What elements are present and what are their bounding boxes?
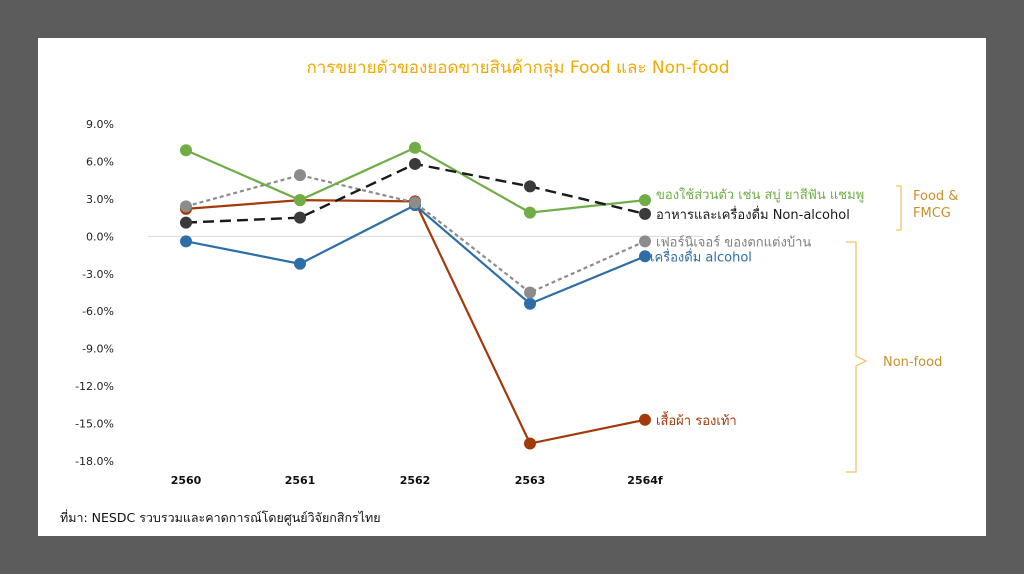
data-point [180, 216, 192, 229]
group-label-food: FMCG [913, 206, 951, 221]
series-layer [180, 141, 651, 450]
data-point [180, 144, 192, 157]
group-brackets: Food & FMCG Non-food [846, 185, 958, 473]
series-label: เฟอร์นิเจอร์ ของตกแต่งบ้าน [656, 234, 811, 250]
bracket-nonfood [846, 241, 868, 473]
y-tick-label: 0.0% [86, 230, 114, 243]
data-point [524, 437, 536, 450]
y-tick-label: -15.0% [75, 418, 114, 431]
data-point [409, 196, 421, 209]
group-label-nonfood: Non-food [883, 355, 942, 370]
data-point [639, 194, 651, 207]
data-point [524, 286, 536, 299]
group-label-food: Food & [913, 189, 958, 204]
data-point [524, 206, 536, 219]
y-tick-label: -18.0% [75, 455, 114, 468]
data-point [294, 257, 306, 270]
y-tick-label: -9.0% [82, 343, 114, 356]
data-point [294, 169, 306, 182]
chart-title: การขยายตัวของยอดขายสินค้ากลุ่ม Food และ … [306, 58, 729, 78]
data-point [639, 250, 651, 263]
line-chart: การขยายตัวของยอดขายสินค้ากลุ่ม Food และ … [60, 58, 958, 526]
y-tick-label: -6.0% [82, 305, 114, 318]
data-point [294, 211, 306, 224]
source-note: ที่มา: NESDC รวบรวมและคาดการณ์โดยศูนย์วิ… [60, 509, 381, 526]
data-point [524, 297, 536, 310]
y-tick-label: 9.0% [86, 118, 114, 131]
y-axis: 9.0% 6.0% 3.0% 0.0% -3.0% -6.0% -9.0% -12.0% -15… [75, 118, 114, 468]
x-tick-label: 2563 [515, 474, 546, 487]
y-tick-label: -3.0% [82, 268, 114, 281]
series-label: เสื้อผ้า รองเท้า [656, 411, 737, 429]
series-labels: ของใช้ส่วนตัว เช่น สบู่ ยาสีฟัน แชมพูอาห… [650, 187, 864, 429]
data-point [639, 413, 651, 426]
x-axis: 2560 2561 2562 2563 2564f [171, 474, 663, 487]
data-point [180, 235, 192, 248]
y-tick-label: 6.0% [86, 155, 114, 168]
series-label: เครื่องดื่ม alcohol [650, 248, 752, 265]
bracket-food [896, 185, 902, 231]
data-point [524, 180, 536, 193]
series-line [185, 174, 646, 294]
data-point [409, 141, 421, 154]
data-point [294, 194, 306, 207]
data-point [409, 157, 421, 170]
x-tick-label: 2564f [627, 474, 663, 487]
data-point [639, 207, 651, 220]
series-label: ของใช้ส่วนตัว เช่น สบู่ ยาสีฟัน แชมพู [656, 187, 864, 203]
x-tick-label: 2560 [171, 474, 202, 487]
y-tick-label: -12.0% [75, 380, 114, 393]
series-label: อาหารและเครื่องดื่ม Non-alcohol [656, 206, 850, 223]
y-tick-label: 3.0% [86, 193, 114, 206]
series-line [185, 162, 646, 224]
chart-panel: การขยายตัวของยอดขายสินค้ากลุ่ม Food และ … [38, 38, 986, 536]
data-point [180, 200, 192, 213]
x-tick-label: 2562 [400, 474, 431, 487]
x-tick-label: 2561 [285, 474, 316, 487]
data-point [639, 235, 651, 248]
